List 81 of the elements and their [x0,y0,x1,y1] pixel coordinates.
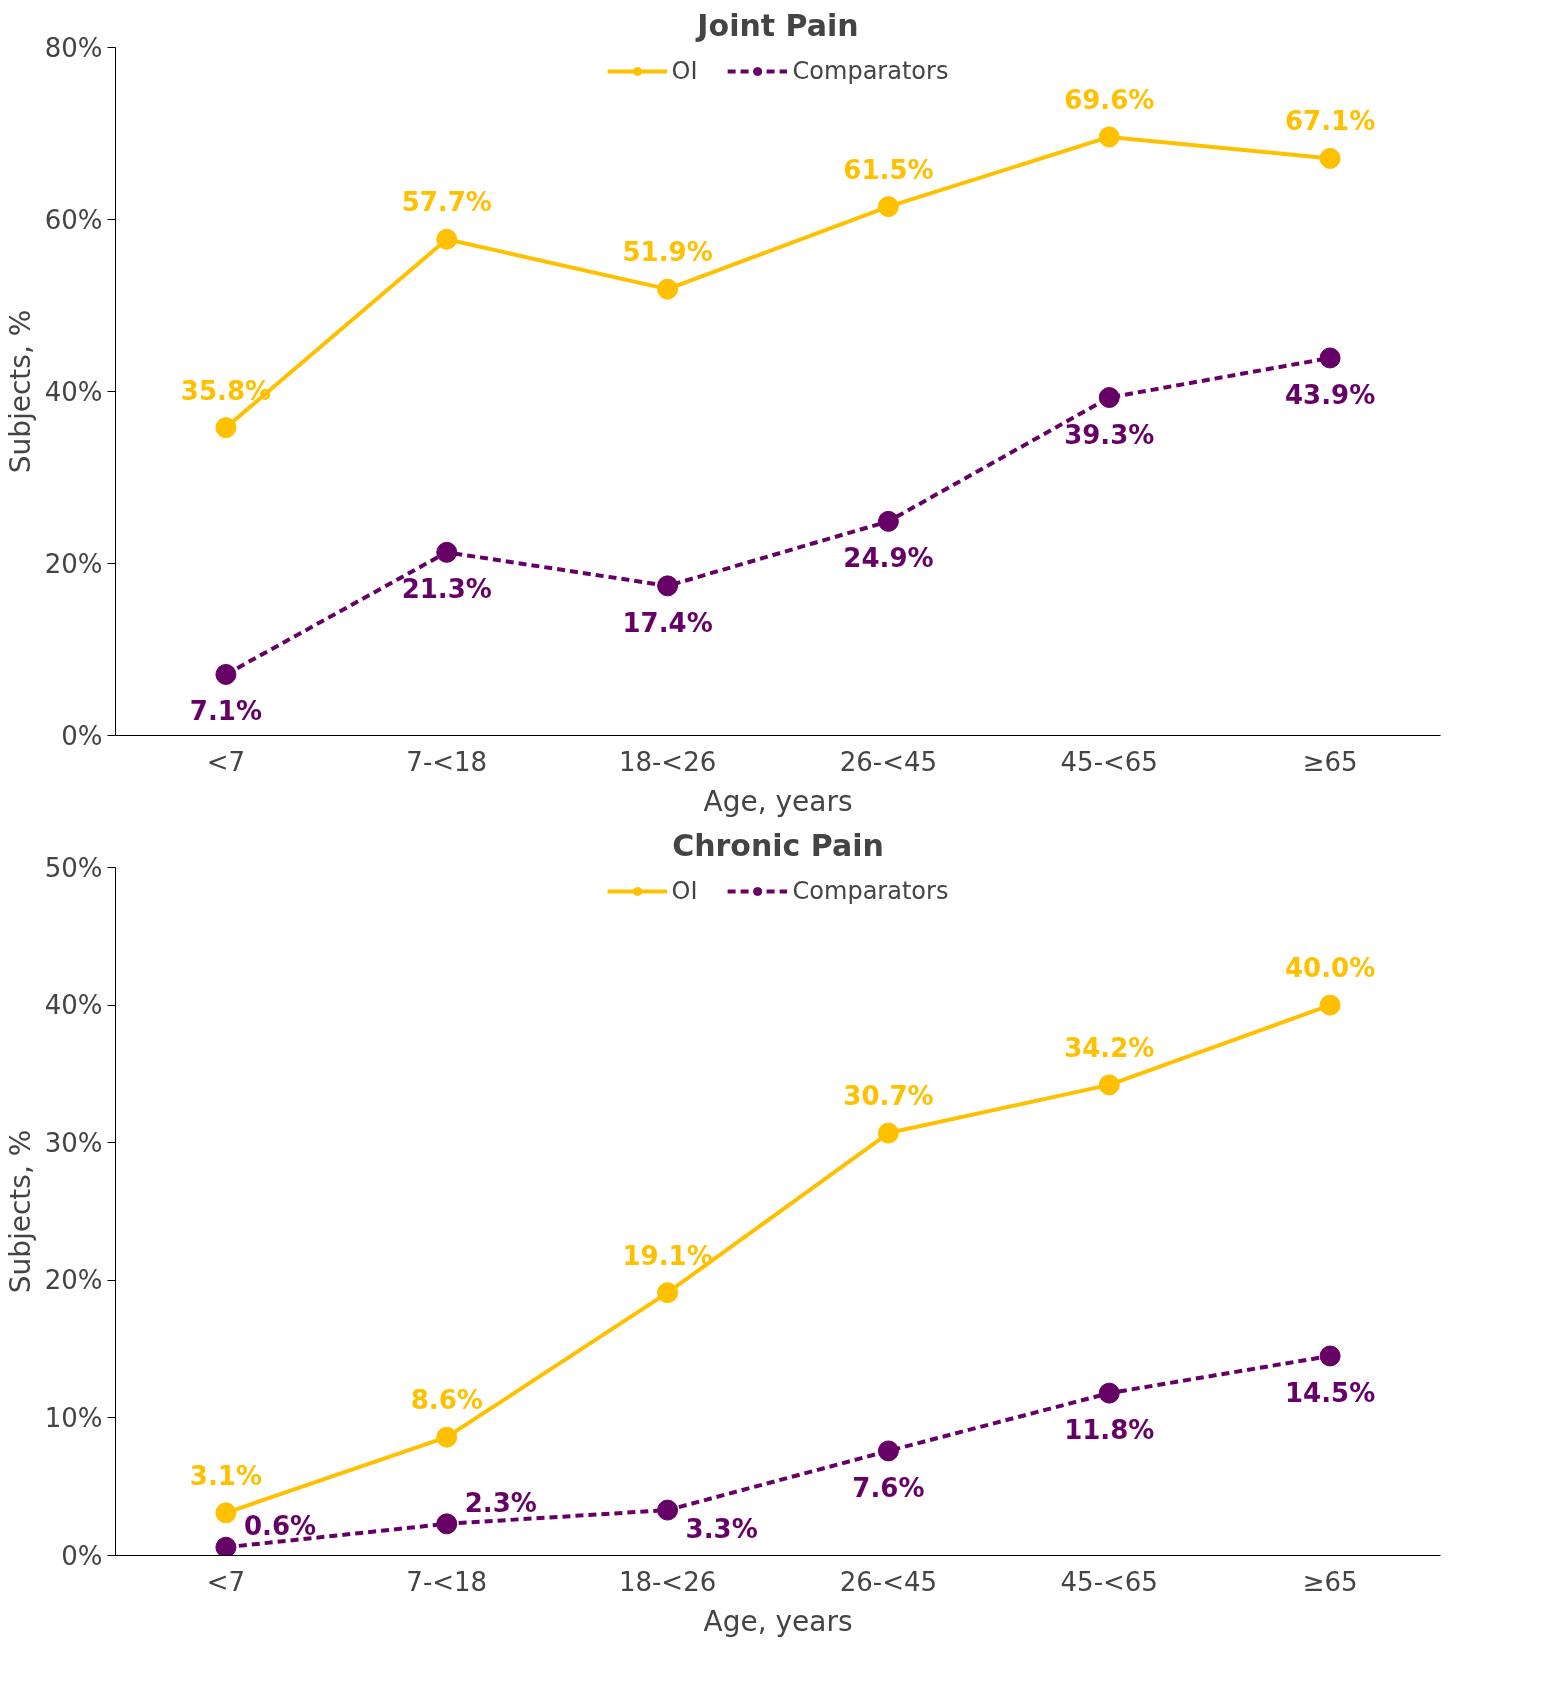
y-tick-label: 20% [44,548,103,579]
y-tick-label: 0% [61,720,103,751]
data-label: 14.5% [1284,1377,1376,1408]
chart-title: Chronic Pain [672,827,884,863]
x-tick-label: 26-<45 [839,1566,938,1597]
data-label: 30.7% [843,1081,934,1112]
y-axis-title: Subjects, % [3,1129,37,1294]
data-label: 61.5% [843,154,934,185]
data-label: 69.6% [1064,84,1155,115]
x-tick-label: <7 [206,746,246,777]
y-tick-label: 40% [44,990,103,1021]
data-label: 7.1% [189,696,262,727]
data-label: 11.8% [1064,1415,1155,1446]
y-tick-label: 50% [44,852,103,883]
x-tick-label: 45-<65 [1060,746,1158,777]
y-tick-label: 10% [44,1402,103,1433]
point [215,417,237,439]
x-tick-label: ≥65 [1302,1566,1358,1597]
y-tick-label: 40% [44,376,103,407]
x-tick-label: 45-<65 [1060,1566,1158,1597]
point [215,1536,237,1556]
point [1098,387,1120,408]
data-label: 34.2% [1064,1032,1155,1063]
x-axis-title: Age, years [703,1604,853,1638]
point [877,196,899,218]
data-label: 67.1% [1284,106,1376,137]
point [215,1502,237,1524]
point [436,1513,458,1535]
point [436,1426,458,1448]
legend-label: Comparators [792,877,949,905]
y-tick-label: 30% [44,1127,103,1158]
point [215,663,237,685]
x-axis-title: Age, years [703,784,853,818]
y-axis-title: Subjects, % [3,309,37,474]
y-tick-label: 0% [61,1540,103,1571]
legend-label: Comparators [792,57,949,85]
point [657,278,679,300]
data-label: 24.9% [843,543,934,574]
data-label: 51.9% [622,237,713,268]
data-label: 7.6% [852,1472,925,1503]
x-tick-label: 18-<26 [618,1566,717,1597]
data-label: 39.3% [1064,419,1155,450]
y-tick-label: 60% [44,204,103,235]
data-label: 19.1% [622,1240,713,1271]
point [657,1499,679,1521]
point [1319,994,1341,1016]
data-label: 3.3% [685,1514,758,1545]
x-tick-label: 26-<45 [839,746,938,777]
point [877,1122,899,1144]
x-tick-label: ≥65 [1302,746,1358,777]
point [1319,1345,1341,1367]
data-label: 0.6% [243,1511,317,1542]
y-tick-label: 20% [44,1265,103,1296]
x-tick-label: 7-<18 [406,746,488,777]
data-label: 17.4% [622,607,713,638]
data-label: 43.9% [1284,379,1376,410]
point [657,575,679,597]
point [1319,347,1341,369]
chart-title: Joint Pain [695,7,859,43]
point [1319,147,1341,169]
point [877,510,899,532]
legend-label: OI [671,877,698,905]
data-label: 35.8% [180,375,272,406]
point [1098,126,1120,148]
data-label: 21.3% [401,574,492,605]
point [436,541,458,563]
x-tick-label: 18-<26 [618,746,717,777]
data-label: 2.3% [464,1487,537,1518]
point [436,228,458,250]
y-tick-label: 80% [44,32,103,63]
point [1098,1074,1120,1096]
x-tick-label: 7-<18 [406,1566,488,1597]
data-label: 57.7% [401,187,492,218]
point [877,1440,899,1462]
data-label: 40.0% [1284,953,1376,984]
point [1098,1382,1120,1404]
legend-label: OI [671,57,698,85]
point [657,1282,679,1304]
data-label: 3.1% [189,1460,262,1491]
data-label: 8.6% [410,1385,483,1416]
x-tick-label: <7 [206,1566,246,1597]
